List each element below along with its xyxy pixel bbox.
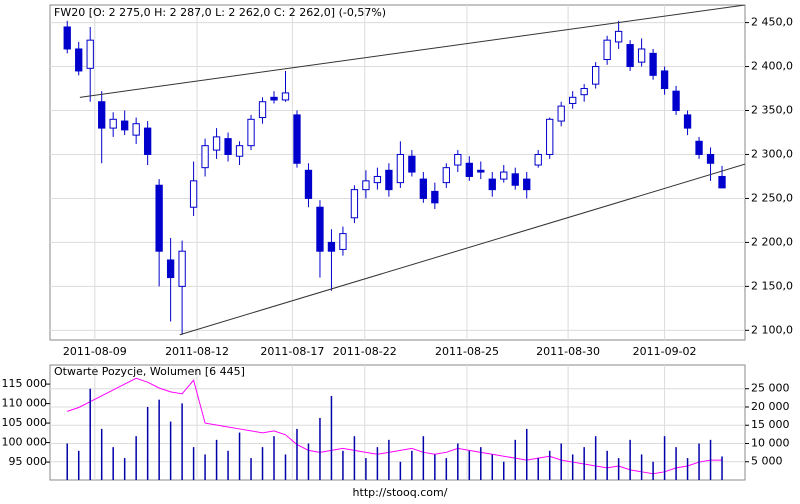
- candle-body: [98, 101, 106, 129]
- candle-body: [224, 138, 232, 155]
- y-tick-label: 2 300,0: [751, 147, 793, 160]
- candle-body: [454, 153, 462, 166]
- candle-body: [63, 26, 71, 50]
- y2-tick-label: 5 000: [751, 455, 783, 468]
- candle-body: [488, 178, 496, 191]
- x-tick-label: 2011-08-22: [333, 345, 397, 358]
- candle-body: [270, 96, 278, 101]
- panel-title: Otwarte Pozycje, Wolumen [6 445]: [54, 365, 245, 378]
- y-tick-label: 110 000: [2, 397, 48, 410]
- y-tick-label: 2 400,0: [751, 60, 793, 73]
- candle-body: [442, 167, 450, 184]
- x-tick-label: 2011-08-09: [63, 345, 127, 358]
- candle-body: [75, 48, 83, 72]
- series: [66, 377, 723, 480]
- candle-body: [718, 175, 726, 189]
- candle-body: [339, 233, 347, 250]
- candle-body: [683, 114, 692, 129]
- y-tick-label: 95 000: [9, 455, 48, 468]
- candle-body: [189, 180, 198, 208]
- candles: [63, 5, 745, 336]
- candle-body: [385, 169, 393, 191]
- candle-body: [178, 250, 186, 287]
- volume-layer: 95 000 100 000 105 000 110 000 115 000 5 000 1…: [2, 365, 790, 480]
- candle-body: [431, 190, 439, 204]
- candle-body: [637, 48, 646, 63]
- candle-body: [649, 52, 657, 76]
- price-layer: 2011-08-09 2011-08-12 2011-08-17 2011-08-22…: [50, 5, 793, 358]
- candle-body: [121, 120, 129, 131]
- candle-body: [212, 136, 221, 151]
- candle-body: [569, 96, 577, 104]
- candle-body: [235, 145, 244, 157]
- candle-body: [546, 118, 554, 155]
- y-tick-label: 2 250,0: [751, 191, 793, 204]
- candle-body: [86, 39, 94, 69]
- candle-body: [603, 39, 611, 61]
- candle-body: [580, 88, 588, 96]
- candle-body: [373, 175, 382, 184]
- y2-tick-label: 15 000: [751, 418, 790, 431]
- candle-body: [465, 162, 473, 177]
- x-tick-label: 2011-08-30: [536, 345, 600, 358]
- candle-body: [419, 178, 428, 199]
- y2-tick-label: 20 000: [751, 400, 790, 413]
- y-tick-label: 2 150,0: [751, 279, 793, 292]
- candle-body: [408, 155, 416, 173]
- y-tick-label: 2 200,0: [751, 235, 793, 248]
- x-tick-label: 2011-09-02: [633, 345, 697, 358]
- candle-body: [327, 241, 336, 252]
- y-tick-label: 2 100,0: [751, 323, 793, 336]
- candle-body: [350, 189, 359, 219]
- candle-body: [396, 153, 405, 184]
- candle-body: [626, 44, 634, 68]
- candle-body: [155, 184, 163, 252]
- x-tick-label: 2011-08-17: [260, 345, 324, 358]
- y2-tick-label: 10 000: [751, 436, 790, 449]
- open-interest-line: [67, 377, 723, 475]
- y-tick-label: 115 000: [2, 377, 48, 390]
- chart-title: FW20 [O: 2 275,0 H: 2 287,0 L: 2 262,0 C…: [54, 6, 386, 19]
- candle-body: [109, 118, 117, 129]
- candle-body: [592, 66, 600, 85]
- y-tick-label: 105 000: [2, 416, 48, 429]
- candle-body: [316, 206, 324, 252]
- candle-body: [557, 105, 565, 122]
- candle-body: [672, 90, 680, 112]
- candle-body: [132, 123, 140, 136]
- y2-tick-label: 25 000: [751, 382, 790, 395]
- candle-body: [281, 92, 290, 101]
- candle-body: [304, 169, 313, 199]
- candle-body: [534, 153, 542, 166]
- trend-line: [79, 5, 745, 98]
- candle-body: [166, 259, 175, 279]
- candle-body: [695, 140, 703, 155]
- candle-body: [614, 30, 623, 43]
- candle-body: [247, 118, 255, 147]
- candle-body: [511, 173, 519, 186]
- candle-body: [477, 169, 485, 173]
- candle-body: [706, 153, 715, 164]
- candle-body: [660, 70, 669, 90]
- x-tick-label: 2011-08-25: [435, 345, 499, 358]
- trend-line: [179, 163, 745, 336]
- volume-panel: [49, 364, 746, 481]
- candle-body: [523, 178, 531, 191]
- candle-body: [362, 180, 370, 191]
- candle-body: [500, 171, 508, 180]
- x-tick-label: 2011-08-12: [165, 345, 229, 358]
- y-tick-label: 2 450,0: [751, 16, 793, 29]
- y-tick-label: 2 350,0: [751, 104, 793, 117]
- candle-body: [293, 114, 301, 164]
- y-tick-label: 100 000: [2, 436, 48, 449]
- source: http://stooq.com/: [353, 486, 448, 499]
- candle-body: [143, 127, 152, 155]
- candle-body: [258, 101, 267, 119]
- candle-body: [201, 145, 209, 169]
